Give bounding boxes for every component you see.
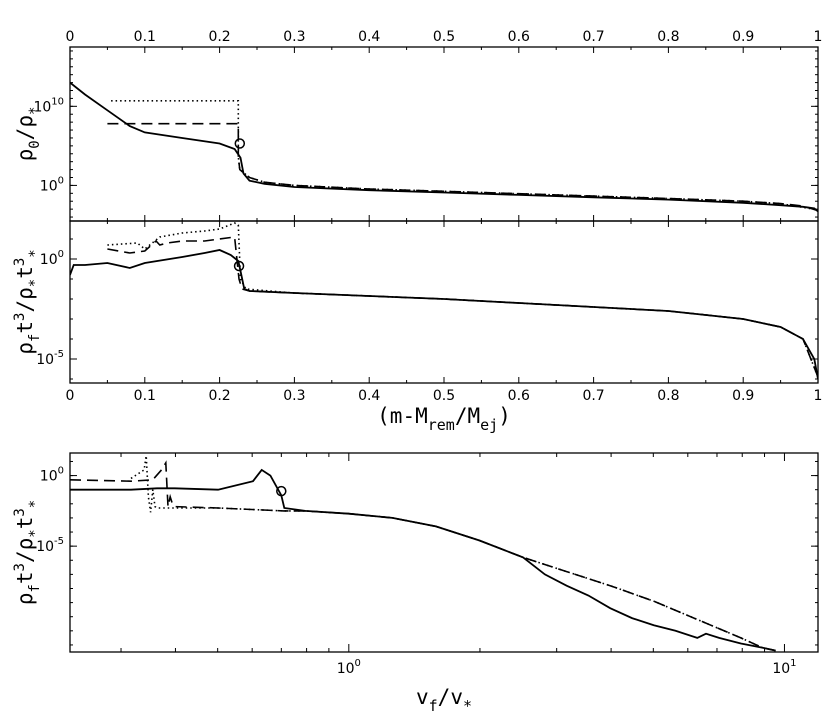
x-tick-label: 0.4: [358, 388, 380, 404]
marker-circle-middle: [233, 260, 245, 272]
series-line-dashed-bottom: [70, 460, 776, 652]
x-tick-label-top: 1: [814, 29, 823, 45]
marker-circle-bottom: [276, 485, 287, 497]
y-tick-label: 100: [40, 249, 64, 268]
axis-labels: ρ0/ρ* ρft3/ρ*t3* (m-Mrem/Mej) ρft3/ρ*t3* vf/…: [12, 107, 511, 715]
x-axis-label-bottom: vf/v*: [416, 685, 472, 715]
plot-lines: [70, 81, 818, 652]
y-tick-label: 10-5: [36, 349, 64, 368]
x-tick-label: 0.7: [582, 388, 604, 404]
x-axis-label-middle: (m-Mrem/Mej): [377, 404, 511, 434]
x-tick-label: 1: [814, 388, 823, 404]
y-axis-label-text: ρft3/ρ*t3*: [12, 500, 43, 605]
series-line-dashed-middle: [107, 236, 818, 378]
series-line-dashed-top: [107, 122, 818, 212]
x-tick-label-top: 0.6: [508, 29, 530, 45]
x-tick-label-top: 0.1: [134, 29, 156, 45]
x-tick-label: 0.8: [657, 388, 679, 404]
x-tick-label-top: 0.8: [657, 29, 679, 45]
panel-frame-middle: [69, 220, 819, 384]
x-tick-label: 0.5: [433, 388, 455, 404]
marker-circle-top: [234, 138, 246, 149]
tick-labels: 0 0.1 0.2 0.3 0.4 0.5 0.6 0.7 0.8 0.9 1 1010 100 0 0.1…: [33, 29, 822, 677]
y-axis-label-top: ρ0/ρ*: [13, 107, 43, 162]
x-tick-label: 0.2: [208, 388, 230, 404]
x-tick-label-top: 0.5: [433, 29, 455, 45]
series-line-dotted-top: [111, 100, 818, 211]
series-line-solid-top: [70, 81, 818, 213]
y-tick-label: 100: [40, 466, 64, 485]
x-tick-label: 100: [337, 658, 361, 677]
x-tick-label: 0.9: [732, 388, 754, 404]
x-tick-label-top: 0.4: [358, 29, 380, 45]
y-axis-label-bottom: ρft3/ρ*t3*: [12, 500, 43, 605]
x-tick-label: 101: [772, 658, 796, 677]
x-tick-label: 0.1: [134, 388, 156, 404]
panel-frame-bottom: [69, 452, 819, 653]
y-tick-label: 100: [40, 175, 64, 194]
series-line-solid-bottom: [70, 468, 776, 652]
tick-marks: [69, 47, 819, 652]
y-axis-label-text: ρft3/ρ*t3*: [12, 249, 43, 354]
x-tick-label-top: 0.3: [283, 29, 305, 45]
panel-frame-top: [69, 46, 819, 222]
x-tick-label-top: 0.9: [732, 29, 754, 45]
x-tick-label-top: 0.7: [582, 29, 604, 45]
x-tick-label: 0: [66, 388, 75, 404]
x-tick-label-top: 0: [66, 29, 75, 45]
x-tick-label: 0.6: [508, 388, 530, 404]
series-line-dotted-bottom: [130, 455, 764, 649]
y-tick-label: 10-5: [36, 536, 64, 555]
y-tick-label: 1010: [33, 96, 64, 115]
y-axis-label-text: ρ0/ρ*: [13, 107, 43, 162]
x-tick-label: 0.3: [283, 388, 305, 404]
y-axis-label-middle: ρft3/ρ*t3*: [12, 249, 43, 354]
x-tick-label-top: 0.2: [208, 29, 230, 45]
